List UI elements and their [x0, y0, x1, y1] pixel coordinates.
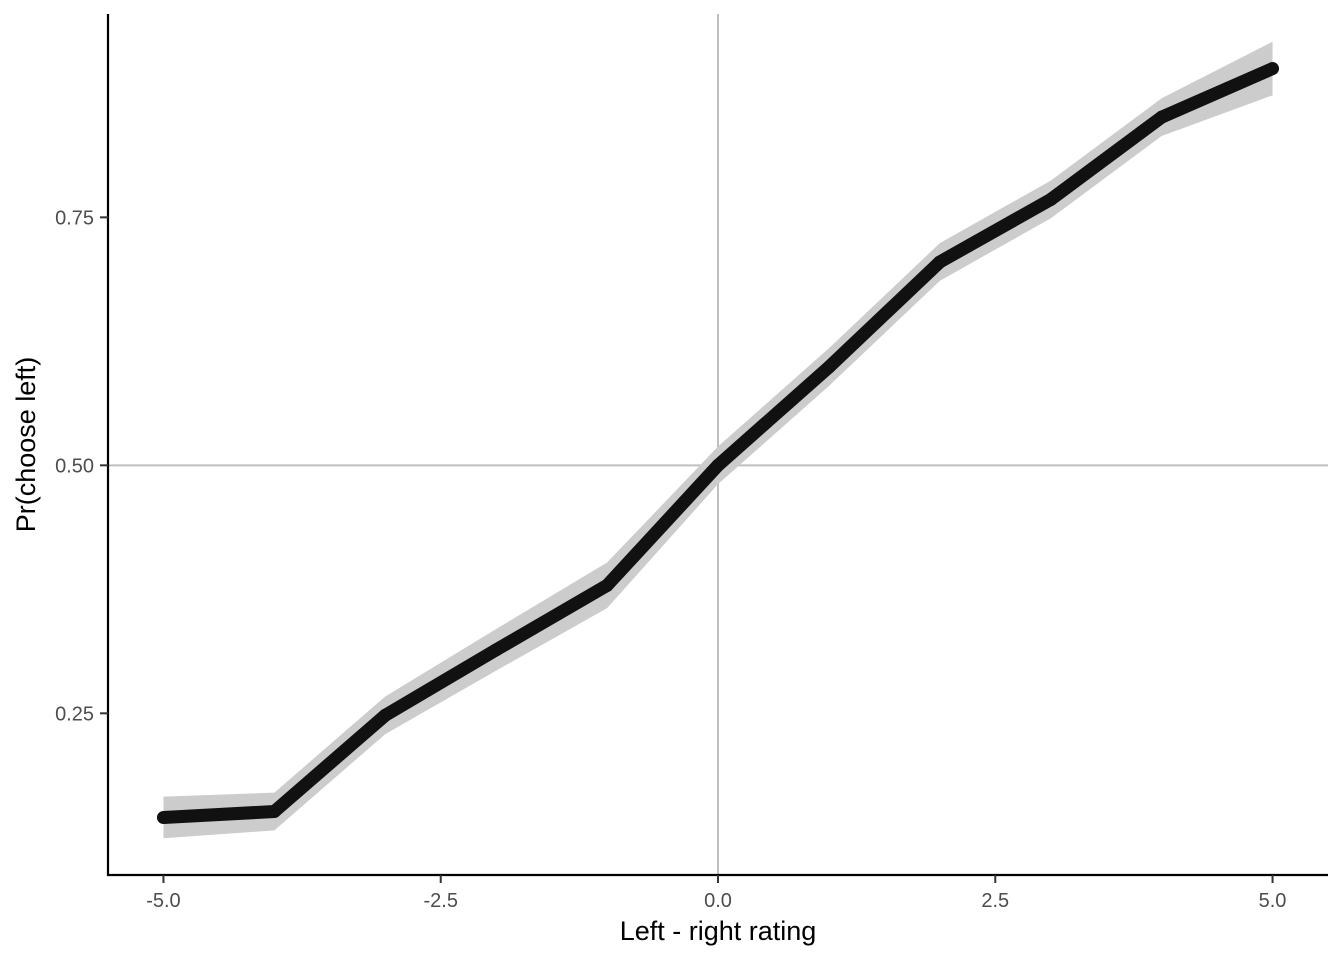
x-tick-label: 2.5: [981, 890, 1009, 912]
series-line-layer: [156, 62, 1280, 824]
data-point: [1044, 192, 1058, 206]
x-axis-title: Left - right rating: [620, 916, 817, 946]
data-point: [933, 255, 947, 269]
x-tick-label: 0.0: [704, 890, 732, 912]
y-tick-label: 0.75: [55, 207, 94, 229]
x-tick-label: -5.0: [146, 890, 180, 912]
confidence-band: [163, 41, 1273, 839]
y-tick-label: 0.50: [55, 455, 94, 477]
y-tick-label: 0.25: [55, 703, 94, 725]
data-point: [600, 578, 614, 592]
data-point: [1155, 110, 1169, 124]
x-tick-label: 5.0: [1259, 890, 1287, 912]
confidence-band-layer: [163, 41, 1273, 839]
data-point: [1266, 62, 1280, 76]
y-axis-title: Pr(choose left): [11, 357, 41, 533]
data-point: [822, 360, 836, 374]
x-tick-label: -2.5: [423, 890, 457, 912]
data-point: [156, 810, 170, 824]
data-point: [267, 805, 281, 819]
data-point: [711, 458, 725, 472]
x-axis-ticks: -5.0 -2.5 0.0 2.5 5.0: [146, 875, 1286, 912]
y-axis-ticks: 0.25 0.50 0.75: [55, 207, 108, 725]
data-point: [489, 643, 503, 657]
data-point: [378, 708, 392, 722]
